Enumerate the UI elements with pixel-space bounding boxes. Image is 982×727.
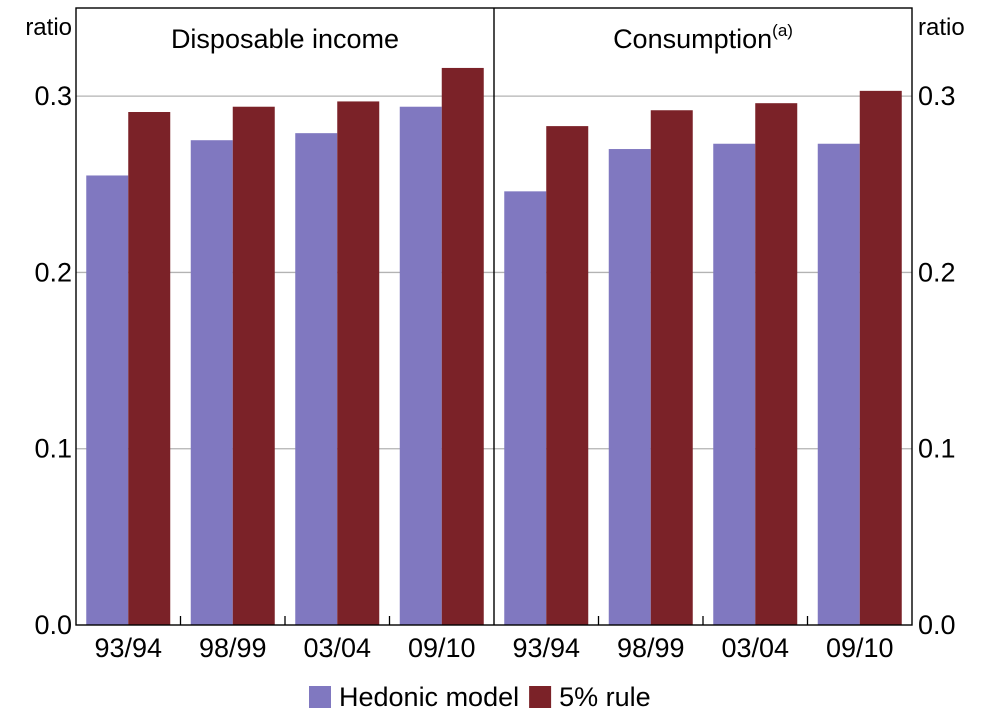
- bar-p1-hedonic-model-03-04: [295, 133, 338, 626]
- legend-label-hedonic-model: Hedonic model: [339, 682, 519, 712]
- x-tick-label-p1-09-10: 09/10: [408, 633, 476, 663]
- y-tick-label-left-2: 0.2: [34, 257, 72, 287]
- bar-p2-hedonic-model-98-99: [608, 149, 651, 625]
- y-tick-label-left-0: 0.0: [34, 610, 72, 640]
- bar-p1-hedonic-model-09-10: [399, 106, 442, 626]
- y-tick-label-left-1: 0.1: [34, 434, 72, 464]
- y-tick-label-right-1: 0.1: [918, 434, 956, 464]
- x-tick-label-p2-09-10: 09/10: [826, 633, 894, 663]
- bar-p2-5-rule-03-04: [755, 103, 798, 626]
- bar-p2-5-rule-98-99: [650, 110, 693, 625]
- x-tick-label-p1-98-99: 98/99: [199, 633, 267, 663]
- legend-swatch-hedonic-model: [309, 686, 331, 708]
- legend-swatch-5-rule: [529, 686, 552, 708]
- bar-p1-5-rule-09-10: [441, 67, 484, 626]
- y-tick-label-right-2: 0.2: [918, 257, 956, 287]
- bar-p1-hedonic-model-93-94: [86, 175, 129, 625]
- y-tick-label-right-0: 0.0: [918, 610, 956, 640]
- bar-p1-5-rule-93-94: [128, 112, 171, 626]
- panel-title-2: Consumption(a): [613, 21, 793, 54]
- bars-layer: [86, 67, 902, 626]
- x-tick-label-p2-03-04: 03/04: [721, 633, 789, 663]
- legend-layer: Hedonic model 5% rule: [309, 682, 651, 712]
- bar-p1-5-rule-98-99: [232, 106, 275, 626]
- bar-p2-hedonic-model-03-04: [713, 143, 756, 626]
- x-tick-label-p2-93-94: 93/94: [512, 633, 580, 663]
- frame-layer: [75, 7, 913, 626]
- x-tick-label-p1-03-04: 03/04: [303, 633, 371, 663]
- bar-p2-hedonic-model-93-94: [504, 191, 547, 625]
- y-tick-label-right-3: 0.3: [918, 81, 956, 111]
- y-tick-label-left-3: 0.3: [34, 81, 72, 111]
- bar-p1-hedonic-model-98-99: [190, 140, 233, 625]
- text-layer: 0.0 0.0 0.1 0.1 0.2 0.2 0.3 0.3 ratio ratio 93/94 9…: [25, 14, 964, 663]
- x-tick-label-p2-98-99: 98/99: [617, 633, 685, 663]
- bar-p2-5-rule-09-10: [859, 90, 902, 625]
- x-tick-label-p1-93-94: 93/94: [94, 633, 162, 663]
- axis-unit-right: ratio: [918, 14, 965, 41]
- axis-unit-left: ratio: [25, 14, 72, 41]
- bar-p1-5-rule-03-04: [337, 101, 380, 626]
- panel-title-1: Disposable income: [171, 24, 399, 54]
- panel-title-superscript-2: (a): [772, 21, 793, 40]
- bar-p2-hedonic-model-09-10: [817, 143, 860, 626]
- legend-label-5-rule: 5% rule: [559, 682, 651, 712]
- bar-p2-5-rule-93-94: [546, 126, 589, 626]
